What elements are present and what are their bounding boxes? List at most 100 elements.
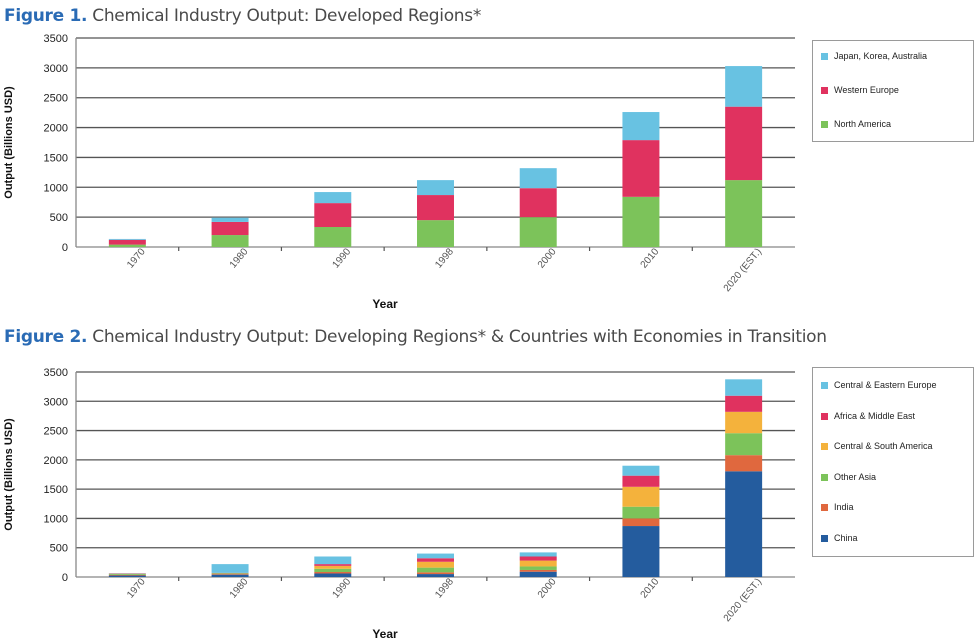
x-tick-label: 2020 (EST.) [722,576,764,624]
bar-central-south-america-2000 [519,560,557,567]
bar-china-2010 [622,526,660,577]
legend-swatch [821,121,828,129]
legend-item-central-south-america: Central & South America [821,441,933,451]
bar-north-america-1998 [417,220,454,247]
legend-item-other-asia: Other Asia [821,472,876,482]
bar-western-europe-1980 [211,221,249,236]
bar-western-europe-2010 [622,140,660,197]
bar-china-1998 [417,574,454,577]
figure-1-legend: Japan, Korea, Australia Western Europe Nor… [812,40,974,142]
bar-central-eastern-europe-1980 [211,564,249,573]
y-axis-title: Output (Billions USD) [3,418,15,531]
figure-2-label: Figure 2. [4,327,88,347]
legend-swatch [821,534,828,542]
bar-central-south-america-1998 [417,561,454,568]
y-tick-label: 0 [62,242,68,254]
legend-label: Western Europe [834,85,899,95]
bar-china-1990 [314,573,352,577]
bar-other-asia-1990 [314,568,352,573]
x-tick-label: 2000 [536,576,559,600]
x-axis-title: Year [372,627,398,641]
bar-japan-korea-australia-1998 [417,180,454,196]
bar-india-1990 [314,572,352,574]
bar-central-eastern-europe-1990 [314,556,352,565]
bar-western-europe-2000 [519,188,557,218]
legend-swatch [821,504,828,512]
x-axis-title: Year [372,297,398,311]
bar-india-1998 [417,572,454,575]
bar-central-south-america-2020-est [725,411,763,434]
figure-1-title: Figure 1. Chemical Industry Output: Deve… [4,6,481,26]
bar-north-america-1990 [314,226,352,247]
bar-central-south-america-1990 [314,565,352,569]
bar-india-1970 [108,574,146,576]
legend-item-central-eastern-europe: Central & Eastern Europe [821,380,937,390]
bar-africa-middle-east-2000 [519,556,557,561]
y-tick-label: 3500 [44,367,68,379]
y-tick-label: 0 [62,572,68,584]
bar-other-asia-1980 [211,573,249,575]
y-tick-label: 500 [50,212,68,224]
bar-china-2020-est [725,471,763,577]
legend-swatch [821,473,828,481]
legend-swatch [821,443,828,451]
figure-2-title: Figure 2. Chemical Industry Output: Deve… [4,327,827,347]
legend-label: China [834,532,858,543]
bar-japan-korea-australia-2020-est [725,66,763,107]
bar-india-1980 [211,574,249,575]
bar-western-europe-1970 [108,239,146,245]
legend-item-africa-middle-east: Africa & Middle East [821,411,915,421]
bar-africa-middle-east-2010 [622,475,660,487]
bar-north-america-2020-est [725,180,763,247]
bar-japan-korea-australia-1990 [314,192,352,204]
legend-item-india: India [821,502,854,512]
x-tick-label: 2010 [639,576,662,600]
bar-western-europe-1990 [314,203,352,227]
y-tick-label: 3000 [44,396,68,408]
x-tick-label: 1970 [125,576,148,600]
y-tick-label: 1000 [44,182,68,194]
bar-central-eastern-europe-2010 [622,465,660,476]
bar-japan-korea-australia-1970 [108,238,146,240]
y-tick-label: 2000 [44,123,68,135]
legend-label: India [834,502,854,512]
bar-india-2010 [622,518,660,527]
y-tick-label: 2500 [44,426,68,438]
legend-swatch [821,87,828,95]
y-tick-label: 500 [50,543,68,555]
y-tick-label: 1500 [44,484,68,496]
legend-item-western-europe: Western Europe [821,85,899,95]
bar-japan-korea-australia-2000 [519,168,557,189]
legend-item-japan-korea-australia: Japan, Korea, Australia [821,51,927,61]
bar-india-2020-est [725,455,763,472]
legend-label: Japan, Korea, Australia [834,51,928,61]
bar-india-2000 [519,569,557,572]
bar-central-eastern-europe-2000 [519,552,557,557]
bar-china-1980 [211,574,249,577]
figure-1-title-text: Chemical Industry Output: Developed Regi… [92,6,482,26]
bar-north-america-2000 [519,217,557,247]
legend-item-china: China [821,533,858,543]
bar-africa-middle-east-1990 [314,564,352,566]
legend-label: North America [834,119,892,129]
bar-china-1970 [108,575,146,577]
figure-1-label: Figure 1. [4,6,88,26]
bar-central-eastern-europe-1998 [417,553,454,559]
bar-china-2000 [519,571,557,577]
y-tick-label: 3000 [44,63,68,75]
bar-other-asia-1970 [108,574,146,575]
y-tick-label: 2500 [44,93,68,105]
y-axis-title: Output (Billions USD) [3,86,15,199]
bar-western-europe-2020-est [725,106,763,181]
y-tick-label: 1000 [44,513,68,525]
bar-north-america-1980 [211,235,249,247]
legend-swatch [821,412,828,420]
bar-other-asia-2000 [519,566,557,570]
legend-label: Central & Eastern Europe [834,380,937,390]
y-tick-label: 2000 [44,455,68,467]
legend-swatch [821,53,828,61]
bar-africa-middle-east-1998 [417,558,454,562]
y-tick-label: 1500 [44,152,68,164]
